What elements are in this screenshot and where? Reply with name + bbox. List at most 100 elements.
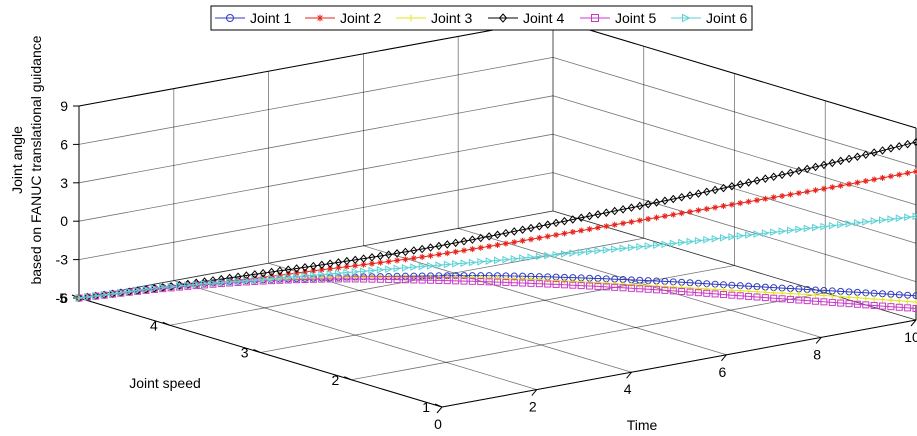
marker-diamond — [728, 181, 736, 191]
marker-square — [586, 282, 594, 290]
marker-triangle-right — [134, 286, 142, 295]
marker-triangle-right — [870, 217, 879, 225]
marker-square — [803, 297, 811, 305]
marker-triangle-right — [552, 250, 561, 259]
series-6 — [75, 212, 917, 302]
marker-circle — [226, 14, 234, 22]
marker-diamond — [619, 205, 627, 214]
marker-diamond — [845, 154, 853, 164]
marker-square — [627, 284, 635, 292]
marker-plus — [594, 279, 601, 286]
marker-plus — [469, 274, 476, 281]
z-tick-label: 3 — [60, 175, 68, 191]
marker-triangle-right — [644, 242, 653, 250]
marker-square — [828, 298, 836, 306]
marker-plus — [578, 278, 585, 285]
marker-plus — [527, 276, 534, 283]
marker-triangle-right — [535, 252, 544, 261]
marker-square — [619, 284, 627, 292]
marker-plus — [770, 289, 777, 296]
marker-square — [753, 293, 761, 301]
marker-star — [879, 174, 886, 181]
marker-diamond — [778, 170, 786, 180]
marker-star — [327, 265, 334, 272]
marker-diamond — [159, 283, 167, 292]
marker-diamond — [895, 142, 903, 151]
side-wall-grid-z — [552, 95, 917, 206]
marker-diamond — [435, 241, 443, 251]
marker-star — [678, 210, 685, 217]
marker-triangle-right — [745, 231, 753, 239]
marker-triangle-right — [125, 287, 134, 296]
marker-triangle-right — [259, 275, 268, 284]
marker-diamond — [862, 150, 870, 159]
marker-square — [669, 287, 677, 295]
marker-star — [486, 243, 493, 250]
x-tick — [721, 354, 727, 362]
marker-diamond — [410, 246, 418, 255]
marker-square — [719, 291, 727, 299]
marker-plus — [837, 293, 844, 300]
marker-diamond — [686, 191, 694, 200]
marker-star — [753, 197, 760, 204]
marker-square — [560, 281, 568, 289]
marker-star — [419, 253, 426, 260]
y-axis-label: Joint speed — [129, 375, 201, 391]
marker-square — [393, 276, 401, 284]
marker-triangle-right — [435, 261, 444, 269]
marker-square — [334, 275, 342, 283]
back-wall-grid-z — [78, 95, 554, 184]
marker-star — [293, 270, 300, 277]
marker-square — [845, 300, 853, 308]
marker-triangle-right — [150, 284, 159, 293]
y-tick-label: 4 — [150, 317, 158, 333]
side-wall-grid-z — [552, 210, 917, 321]
marker-triangle-right — [803, 224, 812, 233]
marker-diamond — [502, 228, 510, 238]
marker-square — [912, 304, 917, 312]
marker-triangle-right — [284, 273, 293, 282]
marker-diamond — [736, 180, 744, 189]
back-wall-grid-z — [78, 133, 554, 222]
marker-square — [728, 291, 736, 299]
marker-square — [577, 282, 585, 290]
marker-diamond — [351, 255, 359, 265]
marker-diamond — [251, 270, 259, 279]
marker-circle — [904, 291, 912, 299]
marker-diamond — [837, 156, 845, 166]
marker-square — [485, 278, 493, 286]
marker-diamond — [560, 216, 569, 226]
marker-plus — [502, 275, 509, 282]
marker-triangle-right — [586, 247, 594, 256]
legend-label: Joint 4 — [523, 10, 564, 26]
box-edge — [78, 18, 554, 107]
marker-star — [360, 261, 367, 268]
marker-star — [795, 190, 802, 197]
y-tick — [162, 321, 170, 326]
marker-square — [694, 289, 702, 297]
marker-diamond — [887, 144, 895, 153]
marker-triangle-right — [602, 246, 611, 254]
marker-star — [561, 230, 568, 237]
marker-triangle-right — [694, 236, 703, 245]
marker-triangle-right — [418, 262, 427, 271]
marker-triangle-right — [820, 222, 829, 231]
marker-diamond — [477, 233, 485, 243]
marker-triangle-right — [519, 254, 527, 262]
marker-square — [519, 279, 527, 287]
marker-plus — [871, 295, 878, 302]
marker-star — [712, 204, 719, 211]
marker-diamond — [376, 251, 384, 261]
x-tick — [626, 371, 632, 379]
marker-triangle-right — [845, 219, 854, 228]
marker-triangle-right — [343, 268, 351, 277]
marker-star — [469, 246, 476, 253]
floor-grid-y — [351, 292, 826, 381]
marker-square — [812, 297, 820, 305]
marker-square — [853, 300, 861, 308]
marker-triangle-right — [460, 259, 469, 267]
marker-star — [377, 259, 384, 266]
marker-triangle-right — [761, 229, 770, 237]
marker-diamond — [259, 268, 267, 278]
box-edge — [552, 18, 917, 129]
